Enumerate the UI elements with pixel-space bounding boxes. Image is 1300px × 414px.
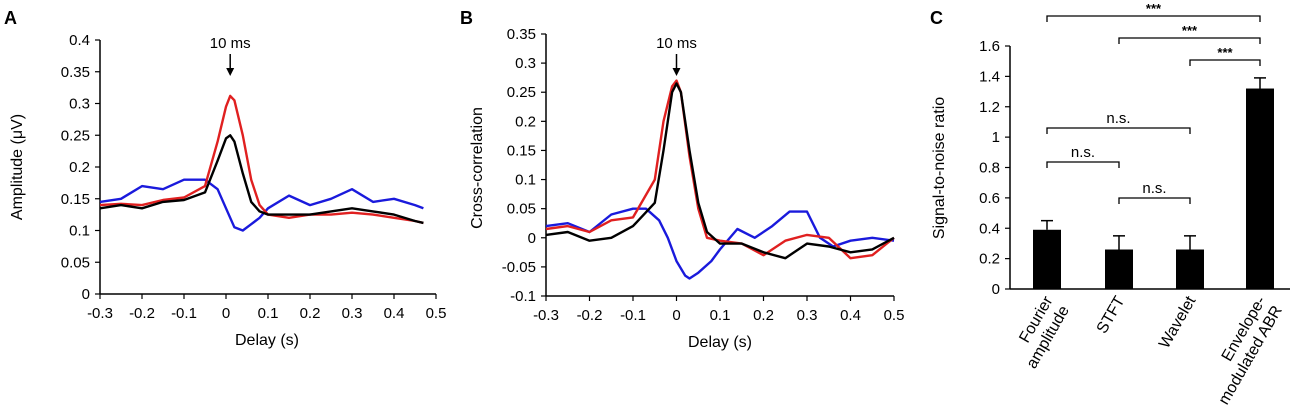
y-tick-label: 0 [82, 286, 90, 303]
panel-b: B -0.1 -0.05 0 0.05 0.1 0.15 0.2 0.25 0.3 0.35 -0… [460, 8, 904, 351]
series-line-black [99, 134, 424, 225]
y-tick-label: 0.35 [507, 26, 536, 43]
x-tick-label: -0.2 [577, 307, 603, 324]
bar [1246, 88, 1274, 290]
panel-b-y-label: Cross-correlation [469, 107, 486, 229]
panel-b-x-label: Delay (s) [688, 334, 752, 351]
x-tick-label: 0.5 [884, 307, 905, 324]
y-tick-label: 0.35 [61, 64, 90, 81]
x-tick-label: 0 [222, 305, 230, 322]
significance-label: *** [1217, 45, 1233, 60]
y-tick-label: 0.3 [515, 55, 536, 72]
category-label: Wavelet [1156, 293, 1200, 352]
y-tick-label: -0.05 [502, 259, 536, 276]
category-label: STFT [1094, 293, 1129, 336]
x-tick-label: 0.3 [797, 307, 818, 324]
y-tick-label: 0 [528, 230, 536, 247]
delay-annotation-label: 10 ms [210, 35, 251, 52]
y-tick-label: 1 [992, 129, 1000, 146]
x-tick-label: 0.4 [840, 307, 861, 324]
x-tick-label: 0.4 [384, 305, 405, 322]
category-label-line1: Wavelet [1156, 293, 1200, 352]
series-line-blue [545, 207, 895, 280]
panel-c-y-label: Signal-to-noise ratio [931, 97, 948, 239]
y-tick-label: 1.6 [979, 38, 1000, 55]
series-line-black [545, 82, 895, 260]
y-tick-label: 1.4 [979, 68, 1000, 85]
series-line-blue [99, 178, 424, 232]
y-tick-label: 0.25 [61, 127, 90, 144]
y-tick-label: 0.2 [69, 159, 90, 176]
y-tick-label: 1.2 [979, 99, 1000, 116]
x-tick-label: -0.1 [620, 307, 646, 324]
panel-c-letter: C [930, 8, 943, 28]
delay-annotation-arrowhead [226, 68, 235, 76]
y-tick-label: 0.05 [507, 201, 536, 218]
series-line-red [99, 94, 424, 225]
significance-label: *** [1182, 23, 1198, 38]
bar [1176, 249, 1204, 289]
category-label-line1: STFT [1094, 293, 1129, 336]
y-tick-label: 0.2 [515, 113, 536, 130]
category-label: Envelope-modulated ABR [1216, 294, 1286, 408]
x-tick-label: -0.1 [171, 305, 197, 322]
delay-annotation-arrowhead [672, 68, 681, 76]
significance-bracket [1046, 15, 1261, 22]
x-tick-label: 0 [672, 307, 680, 324]
y-tick-label: 0.1 [515, 172, 536, 189]
x-tick-label: -0.2 [129, 305, 155, 322]
significance-bracket [1189, 59, 1261, 66]
x-tick-label: -0.3 [533, 307, 559, 324]
x-tick-label: 0.2 [300, 305, 321, 322]
panel-a: A 0 0.05 0.1 0.15 0.2 0.25 0.3 0.35 0.4 -0.3 -0.2… [4, 8, 446, 349]
significance-bracket [1118, 197, 1191, 204]
y-tick-label: 0.1 [69, 223, 90, 240]
panel-b-letter: B [460, 8, 473, 28]
y-tick-label: 0.8 [979, 160, 1000, 177]
delay-annotation-label: 10 ms [656, 35, 697, 52]
panel-a-letter: A [4, 8, 17, 28]
x-tick-label: -0.3 [87, 305, 113, 322]
series-line-red [545, 79, 895, 260]
significance-bracket [1046, 161, 1120, 168]
bar [1033, 229, 1061, 289]
significance-label: *** [1146, 1, 1162, 16]
x-tick-label: 0.2 [753, 307, 774, 324]
panel-a-x-label: Delay (s) [235, 332, 299, 349]
y-tick-label: 0.25 [507, 84, 536, 101]
x-tick-label: 0.1 [710, 307, 731, 324]
significance-label: n.s. [1142, 180, 1166, 197]
significance-bracket [1118, 37, 1261, 44]
y-tick-label: 0.2 [979, 251, 1000, 268]
significance-bracket [1046, 127, 1191, 134]
y-tick-label: 0.15 [61, 191, 90, 208]
x-tick-label: 0.5 [426, 305, 447, 322]
panel-a-y-label: Amplitude (μV) [9, 114, 26, 220]
y-tick-label: -0.1 [510, 288, 536, 305]
y-tick-label: 0.6 [979, 190, 1000, 207]
panel-c: C 0 0.2 0.4 0.6 0.8 1 1.2 1.4 1.6 *** *** *** n.s. n… [930, 1, 1290, 408]
significance-label: n.s. [1106, 110, 1130, 127]
y-tick-label: 0.15 [507, 142, 536, 159]
bar [1105, 249, 1133, 289]
y-tick-label: 0 [992, 281, 1000, 298]
x-tick-label: 0.1 [258, 305, 279, 322]
y-tick-label: 0.4 [69, 32, 90, 49]
y-tick-label: 0.4 [979, 220, 1000, 237]
y-tick-label: 0.05 [61, 254, 90, 271]
x-tick-label: 0.3 [342, 305, 363, 322]
y-tick-label: 0.3 [69, 96, 90, 113]
significance-label: n.s. [1071, 144, 1095, 161]
